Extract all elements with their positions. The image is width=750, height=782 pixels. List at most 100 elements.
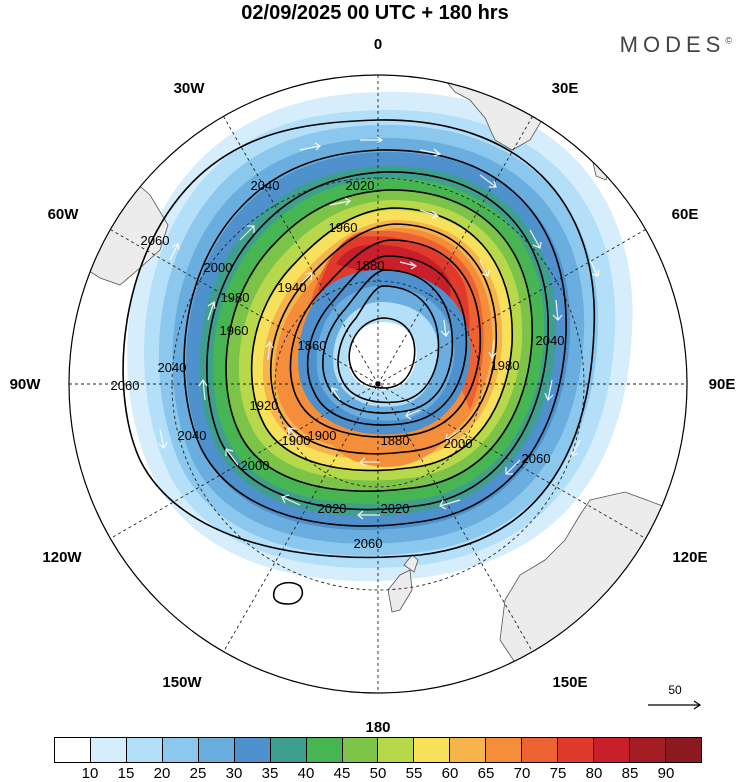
wind-arrow	[571, 439, 581, 457]
contour-2020	[206, 171, 549, 511]
reference-vector: 50	[648, 683, 702, 710]
wind-vectors	[158, 136, 600, 520]
colorbar-tick-label: 10	[81, 765, 99, 782]
colorbar-tick-label: 55	[405, 765, 423, 782]
wind-arrow	[479, 259, 490, 277]
reference-vector-arrowhead	[693, 700, 702, 710]
lat-circle-middle	[171, 177, 585, 591]
longitude-label: 60W	[48, 206, 80, 223]
contour-1980	[250, 207, 513, 472]
colorbar-ticks: 10 15 20 25 30 35 40 45 50 55 60 65 70 75 80 85 90	[54, 763, 702, 782]
longitude-label: 150E	[552, 674, 587, 691]
wind-arrow	[544, 379, 554, 402]
contour-label: 2000	[444, 436, 473, 451]
colorbar-tick-label: 50	[369, 765, 387, 782]
longitude-labels: 0 30E 60E 90E 120E 150E 180 150W 120W 90…	[10, 36, 736, 735]
contour-label: 2020	[346, 178, 375, 193]
colorbar-swatch	[378, 738, 415, 762]
longitude-label: 30W	[174, 80, 206, 97]
contour-label: 1980	[491, 358, 520, 373]
colorbar-swatch	[90, 738, 127, 762]
contour-label: 2060	[354, 536, 383, 551]
colorbar-swatch	[630, 738, 666, 762]
colorbar-tick-label: 70	[513, 765, 531, 782]
brand-name: MODES	[619, 32, 726, 57]
contour-label: 1900	[282, 433, 311, 448]
contour-1960	[269, 223, 498, 455]
wind-band-calm	[347, 322, 417, 390]
longitude-label: 90W	[10, 376, 42, 393]
colorbar-tick-label: 20	[153, 765, 171, 782]
colorbar-tick-label: 85	[621, 765, 639, 782]
wind-arrow	[299, 142, 321, 151]
colorbar-swatch	[55, 738, 91, 762]
wind-arrow	[225, 448, 239, 466]
wind-arrow	[331, 387, 341, 401]
wind-arrow	[419, 209, 440, 219]
contour-label: 1940	[278, 280, 307, 295]
colorbar-tick-label: 80	[585, 765, 603, 782]
contour-label: 1960	[220, 323, 249, 338]
colorbar-tick-label: 90	[657, 765, 675, 782]
colorbar-swatch	[594, 738, 630, 762]
colorbar-swatch	[665, 738, 701, 762]
wind-arrow	[198, 378, 208, 401]
wind-arrow	[439, 499, 461, 510]
longitude-label: 60E	[672, 206, 699, 223]
longitude-label: 30E	[552, 80, 579, 97]
colorbar-swatch	[486, 738, 523, 762]
contour-2060	[122, 119, 596, 559]
contour-label: 1960	[329, 220, 358, 235]
contour-2000	[225, 189, 533, 492]
contour-2040	[183, 149, 567, 527]
colorbar	[54, 737, 702, 763]
colorbar-tick-label: 60	[441, 765, 459, 782]
south-pole-dot	[375, 381, 381, 387]
colorbar-swatch	[198, 738, 235, 762]
longitude-label: 150W	[162, 674, 202, 691]
wind-arrow	[239, 225, 255, 241]
contour-label: 1980	[221, 290, 250, 305]
longitude-label: 0	[374, 36, 382, 53]
colorbar-swatch	[270, 738, 307, 762]
colorbar-swatch	[522, 738, 559, 762]
colorbar-tick-label: 15	[117, 765, 135, 782]
wind-arrow	[488, 339, 497, 360]
colorbar-tick-label: 25	[189, 765, 207, 782]
contour-label: 1880	[356, 258, 385, 273]
colorbar-swatch	[450, 738, 487, 762]
colorbar-tick-label: 40	[297, 765, 315, 782]
continent-new-zealand-south	[387, 569, 413, 613]
brand-logo: MODES©	[620, 32, 732, 58]
contour-1940	[289, 239, 482, 438]
wind-arrow	[552, 299, 563, 321]
colorbar-swatch	[558, 738, 595, 762]
wind-arrow	[357, 510, 380, 520]
wind-arrow	[359, 457, 380, 467]
wind-arrow	[589, 259, 600, 277]
contour-label: 2020	[381, 501, 410, 516]
wind-arrow	[479, 174, 497, 188]
contour-label: 2040	[251, 178, 280, 193]
lat-circle-inner	[274, 280, 482, 488]
continent-new-zealand-north	[403, 554, 419, 573]
contour-label: 2040	[178, 428, 207, 443]
wind-arrow	[281, 494, 301, 506]
brand-copyright: ©	[725, 35, 732, 46]
wind-arrow	[207, 300, 216, 321]
wind-arrow	[329, 197, 351, 206]
height-contours	[122, 119, 596, 605]
contour-1920	[306, 255, 468, 426]
wind-arrow	[405, 409, 421, 420]
wind-arrow	[399, 261, 418, 270]
colorbar-tick-label: 75	[549, 765, 567, 782]
colorbar-swatch	[306, 738, 343, 762]
colorbar-swatch	[126, 738, 163, 762]
contour-1900	[322, 269, 454, 414]
contour-label-group: 2060 2060 2060 2060 2040 2040 2040 2040 …	[111, 178, 565, 551]
contour-label: 2040	[158, 360, 187, 375]
contour-label: 2060	[522, 451, 551, 466]
colorbar-tick-label: 45	[333, 765, 351, 782]
contour-label: 1920	[250, 398, 279, 413]
polar-map: 2060 2060 2060 2060 2040 2040 2040 2040 …	[10, 36, 736, 735]
